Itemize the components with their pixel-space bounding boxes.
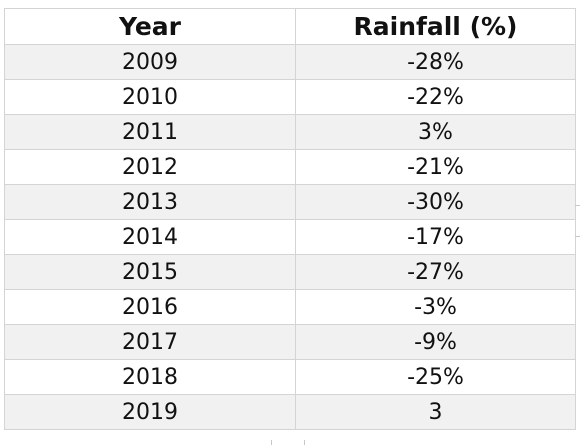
table-row: 2015 -27% <box>4 254 576 290</box>
rainfall-cell[interactable]: -25% <box>295 359 576 395</box>
table-row: 2009 -28% <box>4 44 576 80</box>
rainfall-cell[interactable]: -27% <box>295 254 576 290</box>
right-edge-marker <box>575 205 580 206</box>
table-row: 2019 3 <box>4 394 576 430</box>
year-cell[interactable]: 2017 <box>4 324 296 360</box>
table-row: 2014 -17% <box>4 219 576 255</box>
year-cell[interactable]: 2016 <box>4 289 296 325</box>
rainfall-cell[interactable]: -9% <box>295 324 576 360</box>
table-row: 2018 -25% <box>4 359 576 395</box>
rainfall-cell[interactable]: -28% <box>295 44 576 80</box>
year-cell[interactable]: 2009 <box>4 44 296 80</box>
year-cell[interactable]: 2012 <box>4 149 296 185</box>
year-cell[interactable]: 2010 <box>4 79 296 115</box>
rainfall-cell[interactable]: -30% <box>295 184 576 220</box>
table-row: 2013 -30% <box>4 184 576 220</box>
year-cell[interactable]: 2018 <box>4 359 296 395</box>
bottom-edge-marker <box>271 440 272 445</box>
year-cell[interactable]: 2013 <box>4 184 296 220</box>
rainfall-cell[interactable]: -3% <box>295 289 576 325</box>
year-cell[interactable]: 2019 <box>4 394 296 430</box>
year-cell[interactable]: 2014 <box>4 219 296 255</box>
rainfall-cell[interactable]: 3 <box>295 394 576 430</box>
year-cell[interactable]: 2015 <box>4 254 296 290</box>
header-row: Year Rainfall (%) <box>4 8 576 45</box>
rainfall-cell[interactable]: -21% <box>295 149 576 185</box>
rainfall-column-header[interactable]: Rainfall (%) <box>295 8 576 45</box>
table-row: 2017 -9% <box>4 324 576 360</box>
rainfall-cell[interactable]: -17% <box>295 219 576 255</box>
table-row: 2011 3% <box>4 114 576 150</box>
right-edge-marker-2 <box>575 236 580 237</box>
rainfall-table: Year Rainfall (%) 2009 -28% 2010 -22% 2011 3%… <box>4 8 576 430</box>
rainfall-cell[interactable]: 3% <box>295 114 576 150</box>
rainfall-cell[interactable]: -22% <box>295 79 576 115</box>
table-row: 2010 -22% <box>4 79 576 115</box>
table-row: 2012 -21% <box>4 149 576 185</box>
table-row: 2016 -3% <box>4 289 576 325</box>
bottom-edge-marker-2 <box>304 440 305 445</box>
year-cell[interactable]: 2011 <box>4 114 296 150</box>
year-column-header[interactable]: Year <box>4 8 296 45</box>
